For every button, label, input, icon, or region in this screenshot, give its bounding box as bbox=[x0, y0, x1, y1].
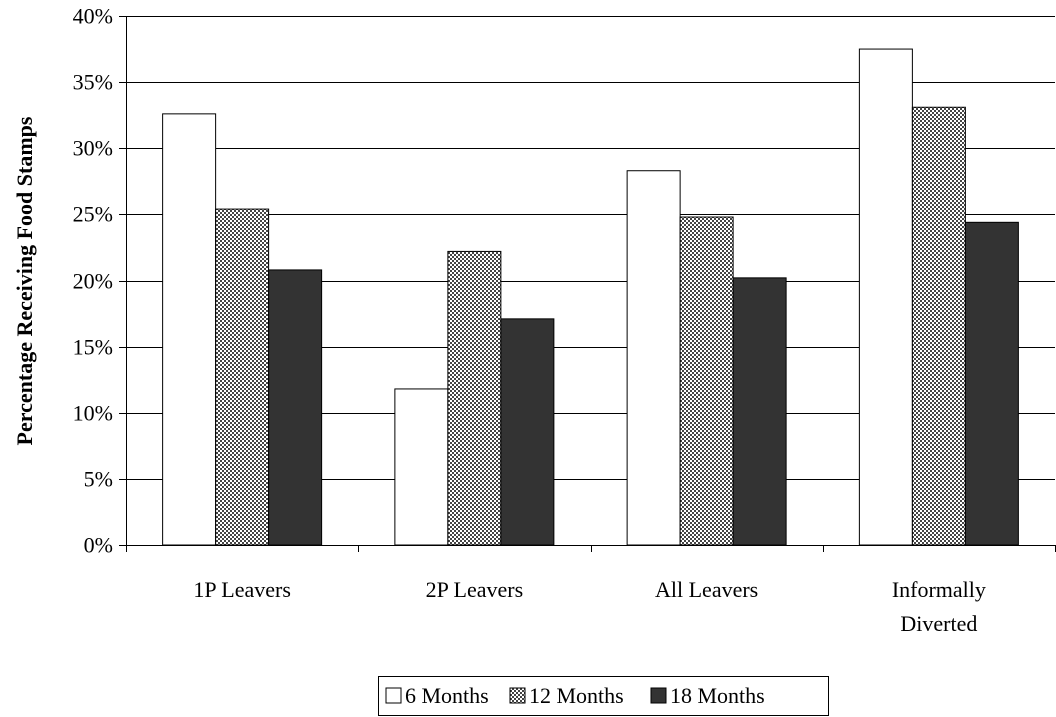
bar-18-months-3 bbox=[732, 277, 787, 546]
legend-label: 12 Months bbox=[529, 683, 624, 708]
category-label: All Leavers bbox=[655, 577, 758, 602]
bar-12-months-3 bbox=[679, 216, 734, 546]
legend-swatch-12-months bbox=[509, 687, 526, 704]
category-label: 2P Leavers bbox=[426, 577, 524, 602]
category-labels: 1P Leavers 2P Leavers All Leavers Informall… bbox=[193, 577, 986, 636]
y-tick-label: 25% bbox=[73, 202, 113, 227]
bar-12-months-4 bbox=[911, 106, 966, 546]
legend-box bbox=[378, 676, 829, 716]
bar-6-months-1 bbox=[162, 113, 217, 546]
bar-18-months-4 bbox=[964, 221, 1019, 546]
y-tick-label: 30% bbox=[73, 136, 113, 161]
y-tick-label: 0% bbox=[84, 533, 113, 558]
y-tick-label: 35% bbox=[73, 70, 113, 95]
y-tick-label: 10% bbox=[73, 401, 113, 426]
bar-6-months-4 bbox=[858, 48, 913, 546]
y-tick-label: 40% bbox=[73, 4, 113, 29]
bar-18-months-1 bbox=[268, 269, 323, 546]
bar-18-months-2 bbox=[500, 318, 555, 546]
y-tick-label: 20% bbox=[73, 269, 113, 294]
legend-swatch-18-months bbox=[650, 687, 667, 704]
y-tick-labels: 0% 5% 10% 15% 20% 25% 30% 35% 40% bbox=[73, 4, 113, 558]
category-label: Informally bbox=[892, 577, 986, 602]
bar-12-months-2 bbox=[447, 250, 502, 546]
category-label: Diverted bbox=[900, 611, 977, 636]
bar-12-months-1 bbox=[215, 208, 270, 546]
y-tick-label: 15% bbox=[73, 335, 113, 360]
bars bbox=[162, 48, 1019, 546]
legend-label: 18 Months bbox=[670, 683, 765, 708]
y-tick-label: 5% bbox=[84, 467, 113, 492]
bar-6-months-2 bbox=[394, 388, 449, 546]
category-label: 1P Leavers bbox=[193, 577, 291, 602]
axes bbox=[119, 16, 1056, 552]
bar-6-months-3 bbox=[626, 170, 681, 546]
y-axis-label: Percentage Receiving Food Stamps bbox=[12, 116, 37, 445]
legend: 6 Months 12 Months 18 Months bbox=[378, 676, 829, 716]
legend-swatch-6-months bbox=[385, 687, 402, 704]
legend-label: 6 Months bbox=[405, 683, 489, 708]
